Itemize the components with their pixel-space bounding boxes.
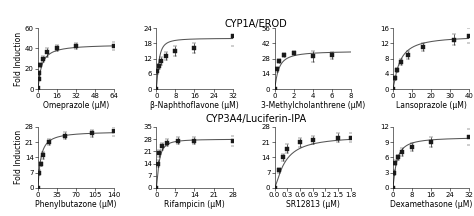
Y-axis label: Fold Induction: Fold Induction: [14, 130, 23, 184]
X-axis label: Omeprazole (μM): Omeprazole (μM): [43, 101, 109, 110]
X-axis label: β-Naphthoflavone (μM): β-Naphthoflavone (μM): [150, 101, 239, 110]
X-axis label: Rifampicin (μM): Rifampicin (μM): [164, 200, 225, 209]
Text: CYP1A/EROD: CYP1A/EROD: [225, 19, 287, 29]
X-axis label: 3-Methylcholanthrene (μM): 3-Methylcholanthrene (μM): [261, 101, 365, 110]
Text: CYP3A4/Luciferin-IPA: CYP3A4/Luciferin-IPA: [205, 114, 307, 124]
X-axis label: Phenylbutazone (μM): Phenylbutazone (μM): [36, 200, 117, 209]
X-axis label: Dexamethasone (μM): Dexamethasone (μM): [390, 200, 472, 209]
X-axis label: SR12813 (μM): SR12813 (μM): [286, 200, 340, 209]
X-axis label: Lansoprazole (μM): Lansoprazole (μM): [396, 101, 466, 110]
Y-axis label: Fold Induction: Fold Induction: [14, 32, 23, 86]
